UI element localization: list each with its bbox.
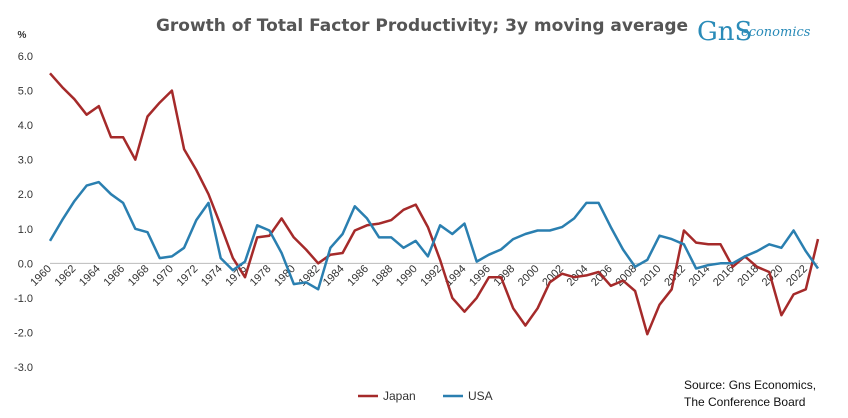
- source-line-2: The Conference Board: [684, 395, 805, 409]
- y-tick-label: 5.0: [18, 86, 33, 98]
- x-tick-label: 1990: [394, 263, 420, 289]
- series-line-usa: [48, 180, 820, 291]
- x-tick-label: 2000: [516, 263, 542, 289]
- y-tick-label: 1.0: [18, 224, 33, 236]
- y-axis: 6.0 5.0 4.0 3.0 2.0 1.0 0.0 -1.0 -2.0 -3.0: [14, 51, 33, 374]
- logo-main-text: GnS: [697, 17, 752, 47]
- y-tick-label: 4.0: [18, 120, 33, 132]
- legend-japan-label: Japan: [383, 389, 416, 403]
- x-axis: 1960196219641966196819701972197419761978…: [28, 263, 810, 289]
- x-tick-label: 1966: [101, 263, 127, 289]
- x-tick-label: 1962: [53, 263, 79, 289]
- x-tick-label: 1988: [370, 263, 396, 289]
- x-tick-label: 1964: [77, 263, 103, 289]
- x-tick-label: 2002: [540, 263, 566, 289]
- series-lines: [48, 72, 820, 336]
- legend: Japan USA: [358, 389, 493, 403]
- x-tick-label: 1996: [467, 263, 493, 289]
- chart-title: Growth of Total Factor Productivity; 3y …: [156, 16, 688, 36]
- gns-logo: GnS economics: [697, 17, 811, 47]
- logo-sub-text: economics: [741, 25, 811, 40]
- x-tick-label: 1968: [126, 263, 152, 289]
- y-tick-label: 3.0: [18, 155, 33, 167]
- x-tick-label: 1974: [199, 263, 225, 289]
- y-tick-label: -3.0: [14, 362, 33, 374]
- legend-usa-label: USA: [468, 389, 493, 403]
- y-tick-label: 6.0: [18, 51, 33, 63]
- x-tick-label: 1994: [443, 263, 469, 289]
- y-tick-label: 2.0: [18, 189, 33, 201]
- y-tick-label: -1.0: [14, 293, 33, 305]
- x-tick-label: 1986: [345, 263, 371, 289]
- x-tick-label: 2010: [638, 263, 664, 289]
- x-tick-label: 1992: [418, 263, 444, 289]
- y-tick-label: -2.0: [14, 327, 33, 339]
- x-tick-label: 1970: [150, 263, 176, 289]
- x-tick-label: 1972: [175, 263, 201, 289]
- series-line-japan: [49, 72, 820, 336]
- source-line-1: Source: Gns Economics,: [684, 378, 816, 392]
- y-tick-label: 0.0: [18, 258, 33, 270]
- x-tick-label: 1978: [248, 263, 274, 289]
- y-axis-unit: %: [18, 30, 27, 41]
